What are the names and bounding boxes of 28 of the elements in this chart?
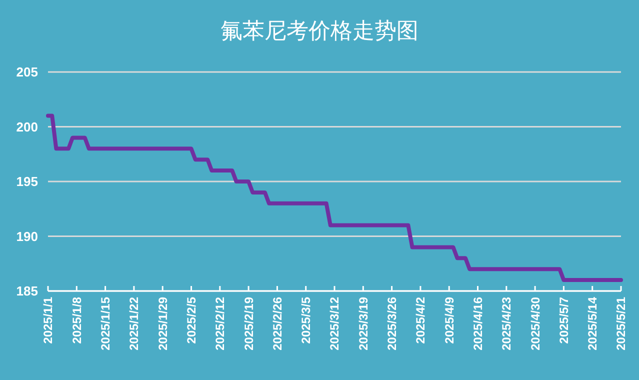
x-tick-label: 2025/2/26	[270, 296, 284, 350]
x-tick-label: 2025/1/22	[127, 296, 142, 350]
x-tick-label: 2025/4/30	[528, 296, 542, 350]
x-tick-label: 2025/2/19	[242, 296, 256, 350]
x-tick-label: 2025/1/29	[156, 296, 170, 350]
x-tick-label: 2025/1/1	[41, 296, 56, 344]
x-tick-label: 2025/4/2	[414, 296, 428, 344]
y-tick-label: 190	[16, 228, 38, 244]
x-tick-label: 2025/2/12	[213, 296, 228, 350]
x-tick-label: 2025/3/5	[299, 296, 314, 344]
x-tick-label: 2025/3/26	[385, 296, 399, 350]
x-tick-label: 2025/5/14	[586, 296, 600, 350]
y-tick-label: 205	[16, 64, 38, 80]
x-tick-label: 2025/4/23	[500, 296, 514, 350]
x-tick-label: 2025/5/7	[556, 296, 571, 344]
chart-title: 氟苯尼考价格走势图	[220, 19, 418, 44]
y-tick-label: 195	[16, 174, 38, 190]
x-tick-label: 2025/1/15	[98, 296, 112, 350]
y-tick-label: 200	[16, 119, 38, 134]
x-tick-label: 2025/3/12	[328, 296, 342, 350]
x-tick-label: 2025/2/5	[184, 296, 198, 344]
x-tick-label: 2025/1/8	[70, 296, 84, 344]
x-tick-label: 2025/4/9	[442, 296, 456, 344]
x-tick-label: 2025/4/16	[470, 296, 485, 350]
line-series	[46, 114, 623, 282]
x-tick-label: 2025/3/19	[356, 296, 370, 350]
y-tick-label: 185	[16, 284, 38, 299]
x-tick-label: 2025/5/21	[614, 296, 628, 350]
